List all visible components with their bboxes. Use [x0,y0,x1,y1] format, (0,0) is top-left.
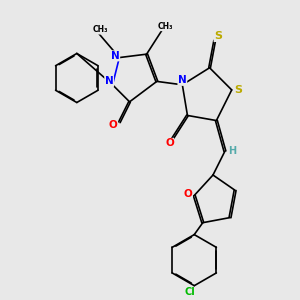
Text: N: N [178,75,187,85]
Text: N: N [105,76,113,86]
Text: N: N [111,51,120,61]
Text: O: O [109,120,118,130]
Text: S: S [234,85,242,95]
Text: O: O [165,138,174,148]
Text: CH₃: CH₃ [158,22,173,31]
Text: S: S [214,32,222,41]
Text: CH₃: CH₃ [93,25,108,34]
Text: Cl: Cl [185,287,196,298]
Text: H: H [228,146,236,155]
Text: O: O [184,189,193,199]
